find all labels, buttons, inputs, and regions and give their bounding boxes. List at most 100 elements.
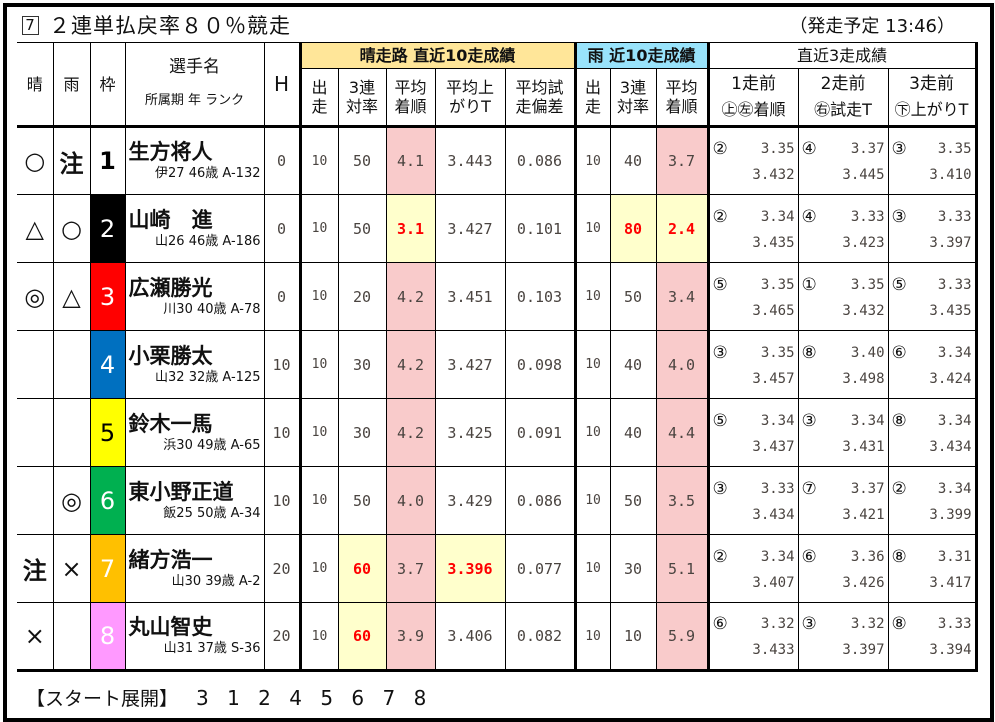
recent-lap-time: 3.435 [929,302,972,319]
recent-trial-time: 3.33 [850,208,885,225]
recent-line: ① 3.35 [802,275,885,295]
frame-number: 4 [89,330,126,399]
racer-name[interactable]: 東小野正道 [128,479,234,504]
sunny-avg-rank: 4.2 [385,330,436,399]
recent-lap-time: 3.432 [842,302,885,319]
sunny-avg-rank: 4.0 [385,466,436,535]
header-name: 選手名 所属期 年 ランク [124,42,265,128]
recent-lap-time: 3.498 [842,370,885,387]
rain-top3-rate: 40 [609,126,657,195]
recent-trial-time: 3.37 [850,480,885,497]
frame-number: 7 [89,534,126,603]
racer-name-cell[interactable]: 東小野正道 飯25 50歳 A-34 [124,466,265,535]
rain-top3-rate: 50 [609,466,657,535]
recent-lap-time: 3.423 [842,234,885,251]
sunny-mark: × [17,602,54,672]
racer-name[interactable]: 広瀬勝光 [128,275,213,300]
recent-lap-time: 3.397 [842,642,885,658]
handicap: 20 [263,534,301,603]
header-sunny-col: 平均試 走偏差 [504,68,576,128]
recent-result-1: ⑤ 3.34 3.437 [706,398,799,467]
sunny-runs: 10 [298,330,339,399]
racer-info: 飯25 50歳 A-34 [163,505,261,521]
header-recent-col-label: 1走前 [731,74,776,94]
handicap: 10 [263,466,301,535]
racer-info: 伊27 46歳 A-132 [155,166,261,181]
recent-trial-time: 3.32 [760,616,795,632]
racer-name[interactable]: 生方将人 [128,140,213,164]
sunny-avg-lap-time: 3.396 [434,534,506,603]
handicap: 10 [263,330,301,399]
recent-lap-time: 3.426 [842,574,885,591]
race-title-text: ２連単払戻率８０％競走 [49,14,291,38]
rain-mark: 注 [52,126,91,195]
racer-name[interactable]: 緒方浩一 [128,547,213,572]
recent-lap-time: 3.465 [752,302,795,319]
frame-number: 2 [89,194,126,263]
sunny-avg-rank: 3.1 [385,194,436,263]
sunny-trial-deviation: 0.091 [504,398,576,467]
recent-result-2: ④ 3.33 3.423 [797,194,889,263]
recent-trial-time: 3.35 [937,141,972,157]
recent-rank: ① [801,274,817,295]
racer-name[interactable]: 山崎 進 [128,207,213,232]
sunny-top3-rate: 50 [337,466,387,535]
sunny-avg-lap-time: 3.427 [434,330,506,399]
sunny-trial-deviation: 0.086 [504,466,576,535]
table-row: 注 × 7 緒方浩一 山30 39歳 A-2 20 10 60 3.7 3.396 0.077 10 3… [17,534,978,603]
racer-name-cell[interactable]: 丸山智史山31 37歳 S-36 [124,602,265,672]
recent-lap-time: 3.433 [752,642,795,658]
racer-info: 山31 37歳 S-36 [163,641,261,656]
recent-trial-time: 3.34 [850,412,885,429]
recent-line: ⑧ 3.34 [892,411,972,431]
racer-name-cell[interactable]: 緒方浩一 山30 39歳 A-2 [124,534,265,603]
racer-name-cell[interactable]: 広瀬勝光 川30 40歳 A-78 [124,262,265,331]
recent-rank: ④ [801,206,817,227]
recent-trial-time: 3.35 [850,276,885,293]
header-recent-group: 直近3走成績 [706,42,978,69]
sunny-avg-rank: 4.1 [385,126,436,195]
recent-line: ④ 3.37 [802,139,885,159]
header-sunny-col: 3連 対率 [337,68,387,128]
racer-name-cell[interactable]: 山崎 進山26 46歳 A-186 [124,194,265,263]
recent-lap-time: 3.437 [752,438,795,455]
table-row: 5 鈴木一馬 浜30 49歳 A-65 10 10 30 4.2 3.425 0.091 10 40… [17,398,978,467]
rain-mark: △ [52,262,91,331]
recent-rank: ⑤ [712,410,728,431]
race-title: 7 ２連単払戻率８０％競走 [22,10,291,40]
header-sunny-col: 平均 着順 [385,68,436,128]
racer-name-cell[interactable]: 鈴木一馬 浜30 49歳 A-65 [124,398,265,467]
rain-runs: 10 [573,330,611,399]
header-sunny-col: 出 走 [298,68,339,128]
racer-info: 山26 46歳 A-186 [155,233,261,249]
racer-name-cell[interactable]: 小栗勝太 山32 32歳 A-125 [124,330,265,399]
rain-top3-rate: 40 [609,398,657,467]
racer-name[interactable]: 小栗勝太 [128,343,213,368]
recent-line: ⑤ 3.33 [892,275,972,295]
recent-result-1: ② 3.34 3.435 [706,194,799,263]
racer-name-cell[interactable]: 生方将人伊27 46歳 A-132 [124,126,265,195]
recent-result-1: ③ 3.33 3.434 [706,466,799,535]
rain-runs: 10 [573,602,611,672]
rain-runs: 10 [573,466,611,535]
sunny-top3-rate: 50 [337,126,387,195]
recent-rank: ② [712,206,728,227]
recent-lap-time: 3.431 [842,438,885,455]
recent-trial-time: 3.31 [937,548,972,565]
recent-lap-time: 3.457 [752,370,795,387]
rain-mark [52,602,91,672]
recent-rank: ③ [801,614,817,634]
sunny-avg-lap-time: 3.443 [434,126,506,195]
table-row: ◎ △ 3 広瀬勝光 川30 40歳 A-78 0 10 20 4.2 3.451 0.103 10 5… [17,262,978,331]
recent-trial-time: 3.34 [937,412,972,429]
recent-line: ⑥ 3.32 [713,614,795,634]
rain-top3-rate: 50 [609,262,657,331]
racer-name[interactable]: 丸山智史 [128,615,213,639]
rain-runs: 10 [573,262,611,331]
recent-trial-time: 3.34 [937,480,972,497]
frame-number: 5 [89,398,126,467]
sunny-mark: 注 [17,534,54,603]
start-formation: 【スタート展開】 3 1 2 4 5 6 7 8 [26,684,432,711]
racer-name[interactable]: 鈴木一馬 [128,411,213,436]
recent-line: ⑧ 3.33 [892,614,972,634]
